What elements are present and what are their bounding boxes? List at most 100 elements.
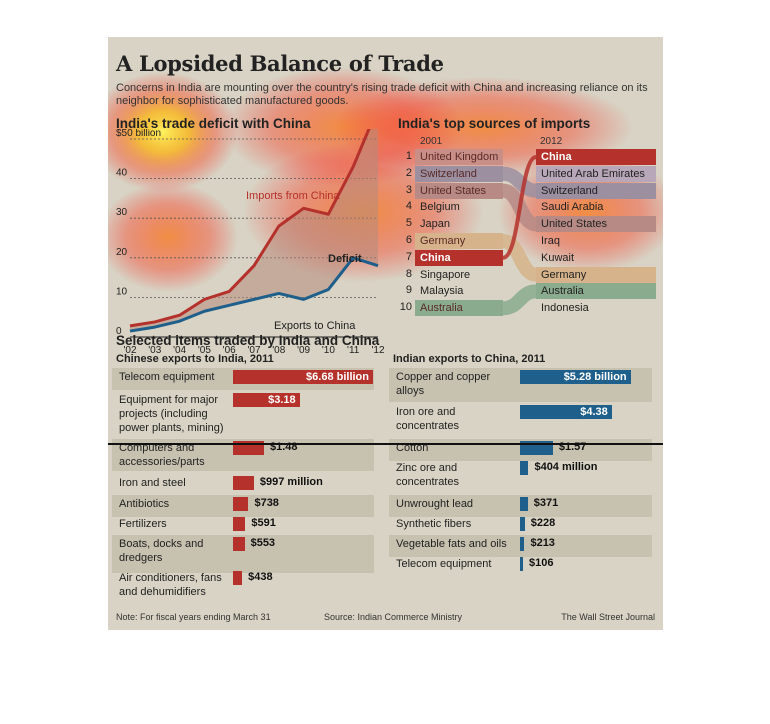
item-label: Copper and copper alloys: [396, 371, 491, 397]
item-value-label: $371: [533, 497, 559, 509]
item-bar: [233, 571, 243, 585]
infographic-panel: A Lopsided Balance of Trade Concerns in …: [108, 37, 663, 630]
item-label: Antibiotics: [119, 498, 170, 510]
rank-2001-item: Germany: [415, 233, 503, 249]
x-tick-label: '02: [123, 345, 136, 356]
rank-2012-item: Switzerland: [536, 182, 656, 199]
item-bar: [233, 517, 246, 531]
deficit-chart-title: India's trade deficit with China: [116, 116, 311, 131]
x-tick-label: '07: [247, 345, 260, 356]
item-value-label: $4.38: [580, 406, 608, 418]
item-label: Telecom equipment: [119, 371, 215, 383]
imports-line: [129, 129, 371, 328]
item-label: Equipment for major projects (including …: [119, 394, 224, 434]
item-value-label: $5.28 billion: [563, 371, 627, 383]
rank-2001-item: Singapore: [420, 268, 471, 281]
rank-number: 1: [405, 150, 412, 162]
x-tick-label: '08: [272, 345, 285, 356]
rank-2001-item: United Kingdom: [415, 149, 503, 165]
rank-2012-item: Australia: [536, 283, 656, 300]
item-value-label: $553: [250, 537, 276, 549]
item-value-label: $6.68 billion: [306, 371, 369, 383]
rank-number: 2: [405, 166, 412, 179]
rank-number: 10: [399, 301, 412, 314]
page-subtitle: Concerns in India are mounting over the …: [116, 82, 648, 107]
y-tick-label: 30: [116, 207, 128, 218]
y-tick-label: $50 billion: [116, 129, 161, 139]
rank-2012-item: United Arab Emirates: [536, 165, 656, 182]
rank-2001-item: Malaysia: [420, 285, 464, 298]
year-2001-header: 2001: [420, 136, 443, 147]
item-value-label: $404 million: [534, 461, 598, 473]
item-value-label: $438: [248, 571, 273, 583]
rank-link: [502, 166, 537, 198]
y-tick-label: 0: [116, 326, 122, 337]
rank-2001-item: Belgium: [420, 201, 460, 214]
item-bar: [520, 517, 525, 531]
y-tick-label: 40: [116, 168, 128, 179]
item-label: Vegetable fats and oils: [396, 538, 507, 550]
footer-brand: The Wall Street Journal: [561, 612, 655, 622]
rank-number: 9: [405, 284, 412, 297]
item-value-label: $738: [254, 497, 279, 509]
rank-link: [502, 284, 537, 316]
x-tick-label: '06: [223, 345, 236, 356]
y-tick-label: 20: [116, 247, 128, 258]
overlay-line: [108, 443, 663, 445]
x-tick-label: '03: [148, 345, 161, 356]
exports-series-label: Exports to China: [274, 320, 356, 332]
item-bar: [233, 537, 245, 551]
traded-items-title: Selected items traded by India and China: [116, 333, 380, 348]
rank-link: [502, 155, 537, 260]
item-bar: [233, 476, 254, 490]
imports-table-title: India's top sources of imports: [398, 116, 591, 131]
item-value-label: $997 million: [259, 476, 323, 488]
rank-2012-item: Germany: [536, 266, 656, 283]
item-value-label: $591: [251, 517, 276, 529]
rank-number: 4: [405, 200, 412, 213]
item-bar: $4.38: [520, 405, 612, 419]
item-label: Unwrought lead: [396, 498, 474, 510]
rank-number: 7: [405, 250, 412, 263]
item-bar: [520, 497, 528, 511]
item-bar: [520, 557, 523, 571]
footer-note: Note: For fiscal years ending March 31: [116, 612, 271, 622]
y-tick-label: 10: [116, 286, 128, 297]
item-label: Cotton: [396, 442, 429, 454]
deficit-area: [130, 129, 378, 332]
deficit-line-chart: $50 billion 40 30 20 10 0'02 '03 '04 '05 '06 '07 '0…: [116, 129, 385, 356]
rank-2001-item: China: [415, 249, 503, 266]
item-label: Iron and steel: [119, 477, 186, 489]
rank-2012-item: Indonesia: [541, 302, 589, 315]
item-label: Iron ore and concentrates: [396, 406, 459, 432]
item-label: Computers and accessories/parts: [119, 442, 205, 468]
item-bar: $3.18: [233, 393, 300, 407]
rank-number: 6: [405, 234, 412, 246]
item-label: Fertilizers: [119, 518, 167, 530]
item-label: Air conditioners, fans and dehumidifiers: [119, 572, 222, 598]
item-bar: [520, 461, 529, 475]
rank-2001-item: Switzerland: [415, 165, 503, 182]
rank-2012-item: China: [536, 149, 656, 165]
item-value-label: $213: [530, 537, 555, 549]
item-value-label: $106: [529, 557, 554, 569]
item-bar: $6.68 billion: [233, 370, 373, 384]
rank-2001-item: United States: [415, 182, 503, 199]
deficit-label: Deficit: [328, 253, 362, 265]
x-tick-label: '05: [198, 345, 211, 356]
item-label: Telecom equipment: [396, 558, 492, 570]
rank-number: 3: [405, 183, 412, 196]
page-title: A Lopsided Balance of Trade: [116, 51, 444, 76]
x-tick-label: '09: [297, 345, 310, 356]
rank-link: [501, 234, 538, 282]
exports-line: [129, 256, 379, 333]
item-label: Synthetic fibers: [396, 518, 472, 530]
item-value-label: $3.18: [268, 394, 296, 406]
footer-source: Source: Indian Commerce Ministry: [324, 612, 463, 622]
rank-2012-item: Saudi Arabia: [541, 201, 604, 214]
item-bar: [520, 537, 525, 551]
india-exports-header: Indian exports to China, 2011: [393, 353, 546, 365]
rank-2012-item: Iraq: [541, 235, 560, 247]
rank-number: 8: [405, 267, 412, 280]
x-tick-label: '10: [322, 345, 335, 356]
